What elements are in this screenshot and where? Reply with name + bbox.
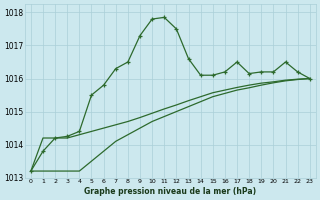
X-axis label: Graphe pression niveau de la mer (hPa): Graphe pression niveau de la mer (hPa) <box>84 187 256 196</box>
